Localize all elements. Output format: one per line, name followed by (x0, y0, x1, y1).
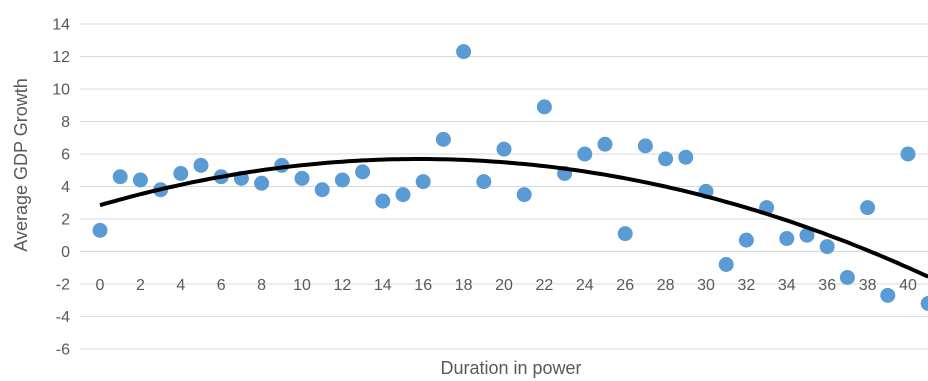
data-point (395, 187, 411, 203)
x-tick-label: 36 (818, 277, 836, 294)
data-point (173, 166, 189, 181)
data-point (637, 138, 653, 154)
data-point (819, 239, 835, 255)
data-point (577, 146, 593, 162)
y-tick-label: -2 (56, 277, 70, 294)
y-tick-label: 6 (61, 147, 70, 164)
data-point (617, 226, 633, 242)
data-point (900, 146, 916, 162)
data-point (193, 157, 209, 173)
data-point (718, 257, 734, 272)
x-tick-label: 0 (96, 277, 105, 294)
data-point (476, 174, 492, 190)
data-point (334, 172, 350, 188)
data-point (92, 222, 108, 238)
data-point (860, 200, 876, 216)
x-tick-label: 28 (657, 277, 675, 294)
y-tick-label: -4 (56, 309, 70, 326)
x-tick-label: 14 (374, 277, 392, 294)
x-tick-label: 34 (778, 277, 796, 294)
x-tick-label: 10 (293, 277, 311, 294)
x-tick-label: 24 (576, 277, 594, 294)
x-tick-label: 32 (738, 277, 756, 294)
data-point (880, 287, 896, 303)
x-tick-labels: 0 2 4 6 8 10 12 14 16 18 20 22 24 26 28 30 32 34 36 38 40 (96, 277, 917, 294)
data-point (415, 174, 431, 190)
x-tick-label: 2 (136, 277, 145, 294)
data-point (112, 169, 128, 185)
data-point (658, 151, 674, 167)
data-point (738, 232, 754, 248)
y-tick-label: 10 (52, 82, 70, 99)
data-point (132, 172, 148, 188)
x-tick-label: 22 (536, 277, 554, 294)
x-tick-label: 38 (859, 277, 877, 294)
x-tick-label: 4 (176, 277, 185, 294)
data-point (355, 164, 371, 180)
data-point (456, 44, 472, 60)
y-tick-label: 8 (61, 114, 70, 131)
data-point (536, 99, 552, 115)
y-tick-label: 0 (61, 244, 70, 261)
data-point (779, 231, 795, 246)
x-tick-label: 40 (899, 277, 917, 294)
x-tick-label: 12 (334, 277, 352, 294)
x-tick-label: 18 (455, 277, 473, 294)
data-point (516, 187, 532, 203)
y-tick-labels: -6 -4 -2 0 2 4 6 8 10 12 14 (52, 17, 70, 359)
x-tick-label: 30 (697, 277, 715, 294)
trendline (99, 157, 928, 279)
data-point (314, 182, 330, 198)
data-point (678, 149, 694, 165)
data-point (496, 141, 512, 157)
y-tick-label: -6 (56, 342, 70, 359)
data-point (839, 270, 855, 285)
data-point (920, 296, 928, 311)
y-tick-label: 2 (61, 212, 70, 229)
x-tick-label: 6 (217, 277, 226, 294)
data-point (597, 136, 613, 152)
x-tick-label: 16 (414, 277, 432, 294)
x-tick-label: 20 (495, 277, 513, 294)
gridlines (80, 23, 928, 350)
data-point (294, 170, 310, 186)
y-tick-label: 12 (52, 49, 70, 66)
y-axis-title: Average GDP Growth (11, 78, 31, 251)
x-tick-label: 26 (616, 277, 634, 294)
data-point (375, 193, 391, 209)
data-point (254, 175, 270, 191)
y-tick-label: 4 (61, 179, 70, 196)
x-axis-title: Duration in power (440, 358, 581, 378)
data-points (92, 44, 928, 311)
y-tick-label: 14 (52, 17, 70, 34)
x-tick-label: 8 (257, 277, 266, 294)
data-point (799, 227, 815, 243)
data-point (435, 131, 451, 147)
